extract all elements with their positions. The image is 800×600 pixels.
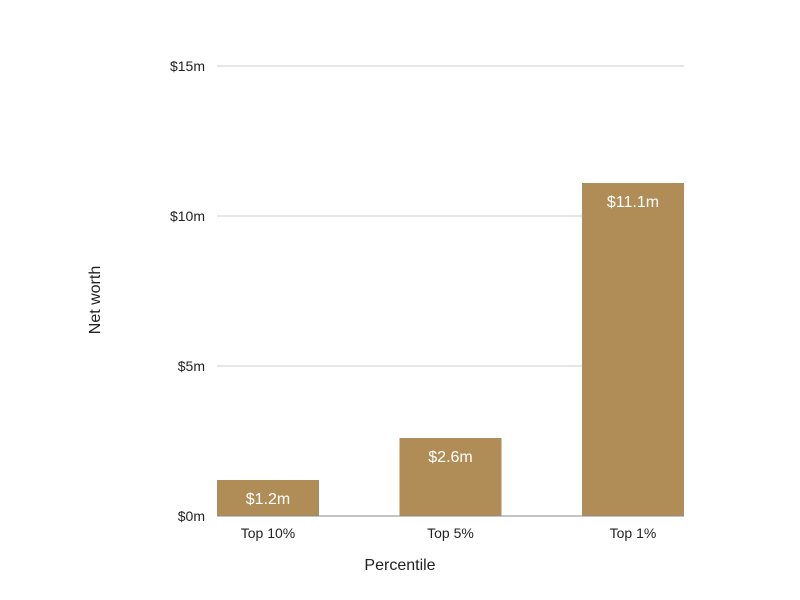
y-tick-label: $0m — [178, 508, 205, 524]
bars — [217, 183, 684, 516]
bar — [217, 480, 319, 516]
y-axis-title: Net worth — [87, 266, 104, 334]
x-tick-label: Top 1% — [610, 525, 657, 541]
bar-value-labels: $1.2m $2.6m $11.1m — [246, 194, 659, 508]
bar — [582, 183, 684, 516]
y-tick-label: $10m — [170, 208, 205, 224]
bar-value-label: $2.6m — [428, 449, 472, 466]
bar — [399, 438, 502, 516]
y-tick-label: $15m — [170, 58, 205, 74]
bar-value-label: $11.1m — [607, 194, 659, 211]
x-axis-title: Percentile — [364, 557, 435, 574]
x-tick-label: Top 10% — [241, 525, 295, 541]
x-tick-label: Top 5% — [427, 525, 474, 541]
y-tick-labels: $0m $5m $10m $15m — [170, 58, 205, 524]
y-tick-label: $5m — [178, 358, 205, 374]
x-tick-labels: Top 10% Top 5% Top 1% — [241, 525, 657, 541]
bar-value-label: $1.2m — [246, 491, 290, 508]
